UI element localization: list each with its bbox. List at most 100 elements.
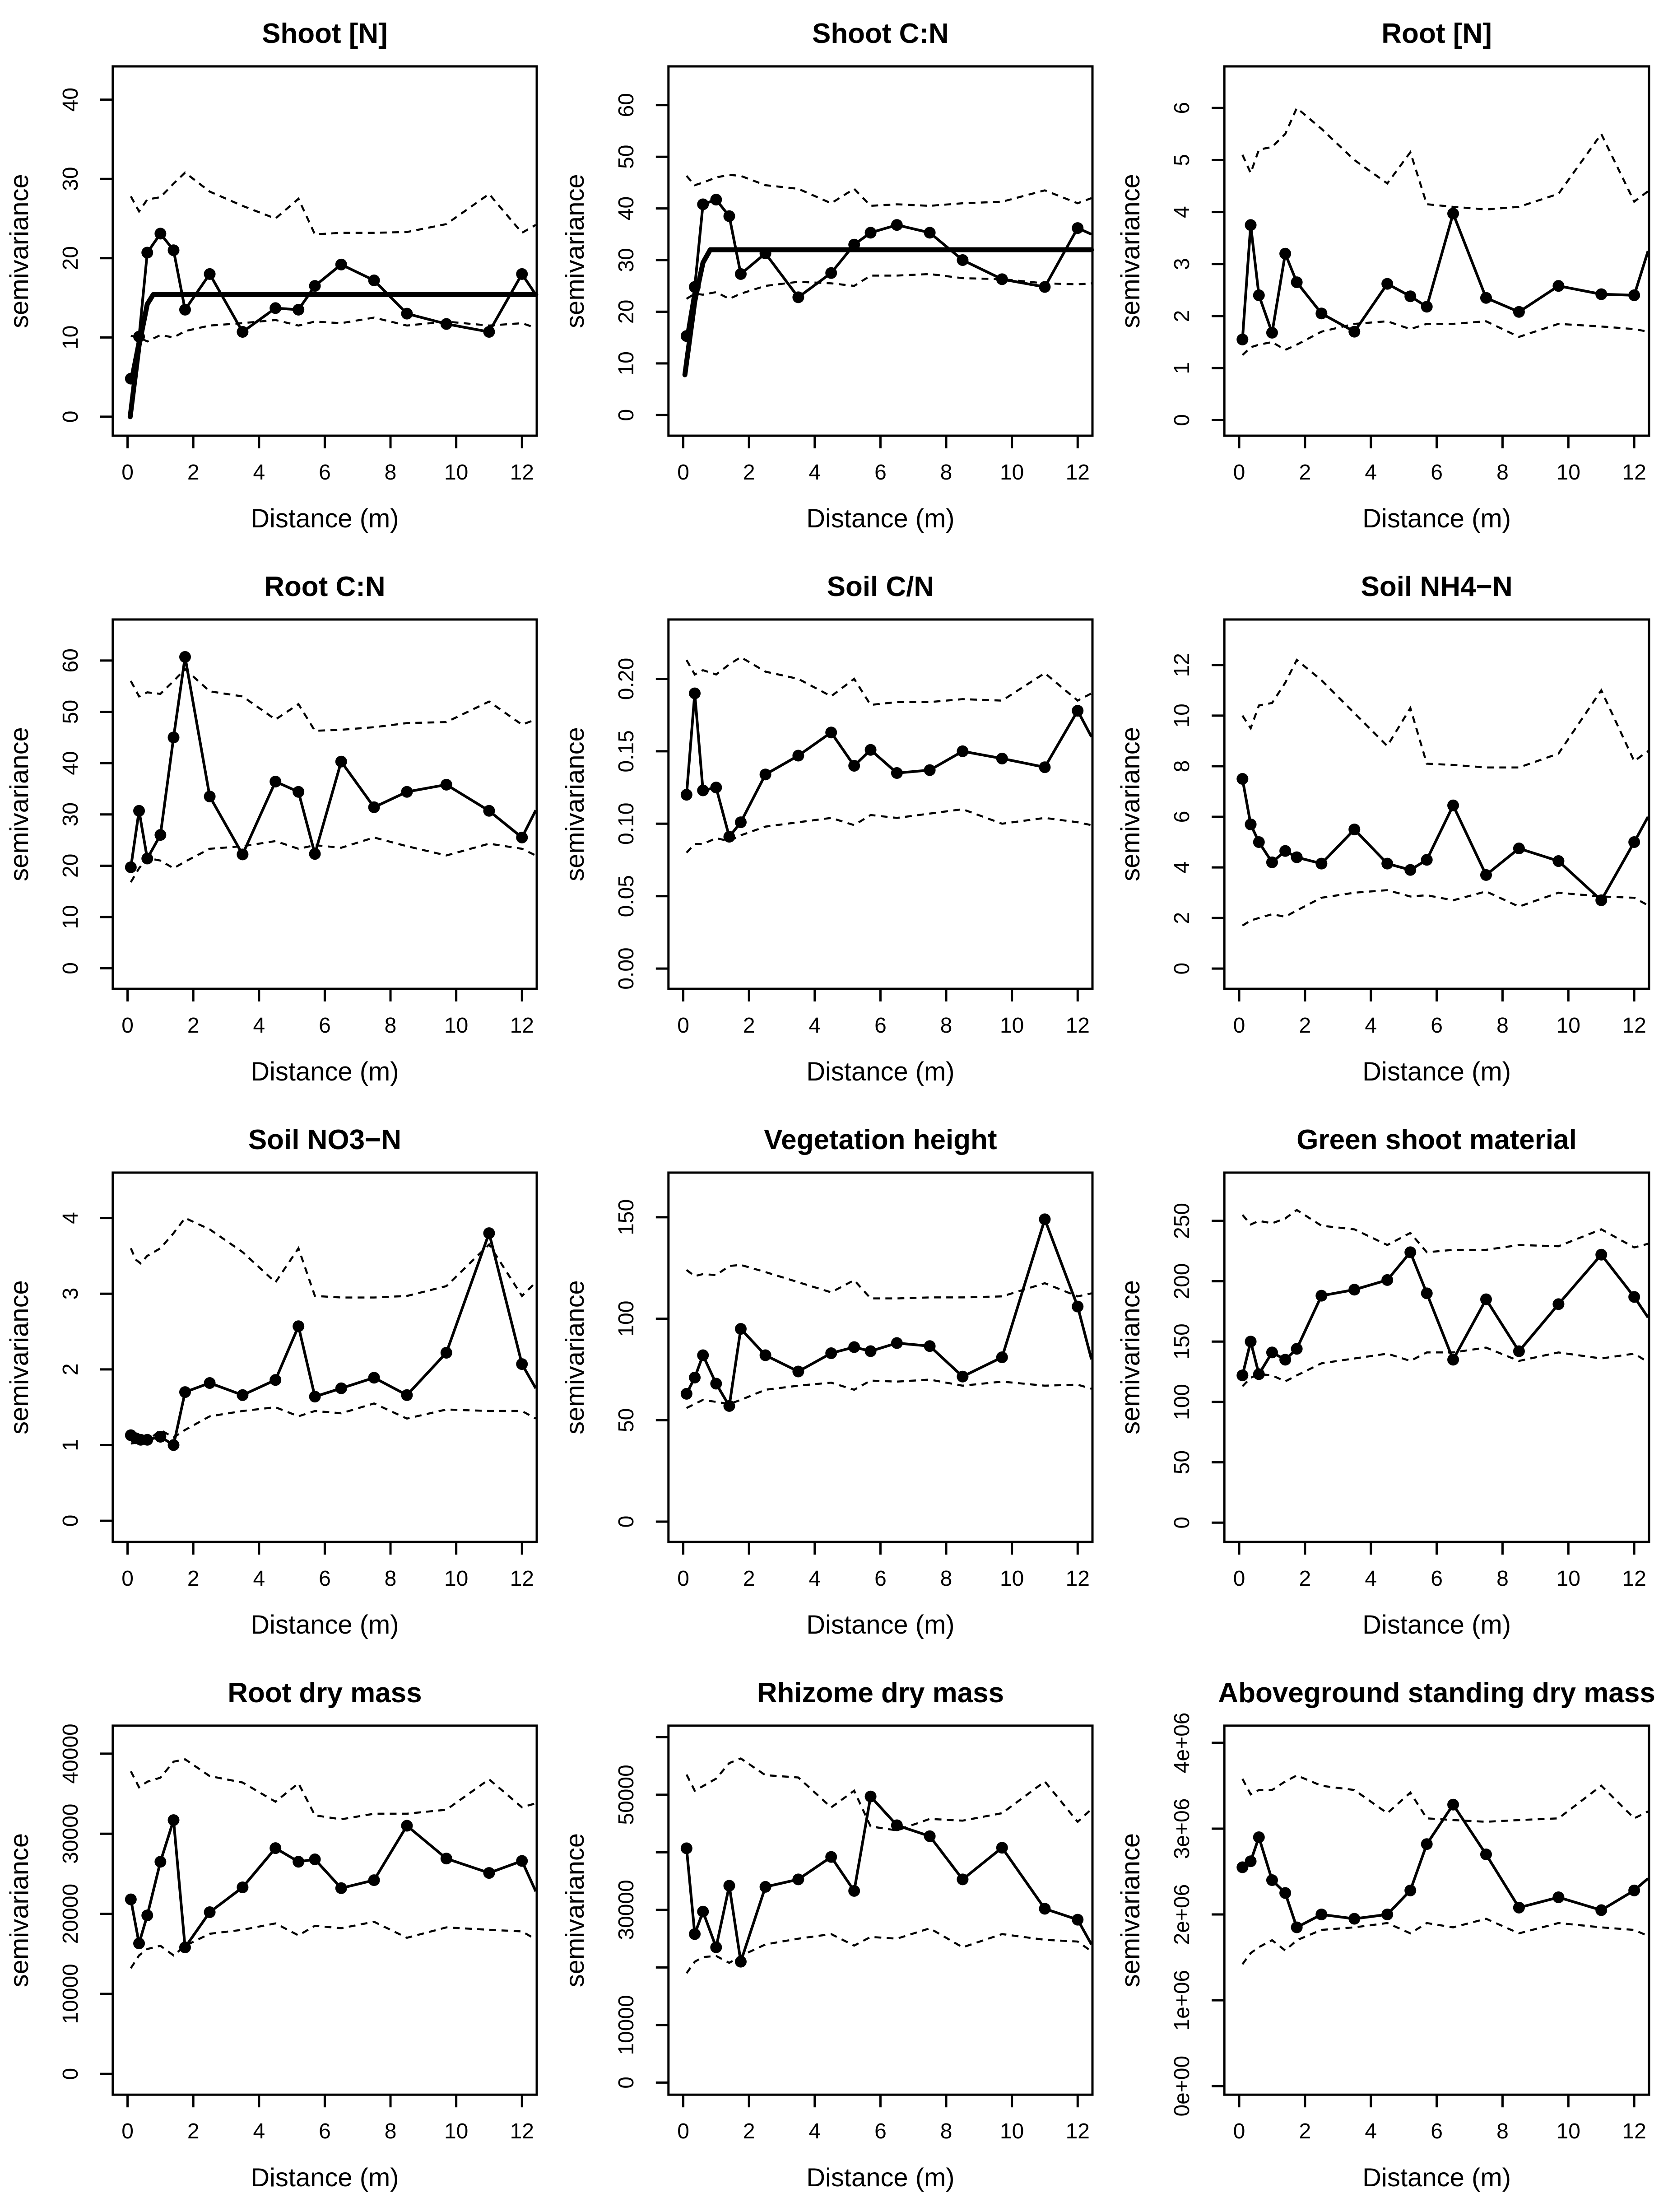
x-axis-title: Distance (m)	[251, 1057, 399, 1086]
data-point	[1072, 1300, 1084, 1313]
x-tick-label: 12	[510, 1567, 534, 1591]
y-axis-title: semivariance	[561, 1280, 590, 1434]
y-tick-label: 40	[59, 88, 83, 112]
x-tick-label: 4	[253, 1567, 265, 1591]
y-tick-label: 2	[1170, 310, 1194, 322]
data-point	[1253, 1831, 1265, 1843]
y-tick-label: 0	[59, 962, 83, 974]
plot-frame	[667, 1171, 1094, 1543]
data-point	[1245, 818, 1257, 830]
data-point	[401, 307, 413, 320]
data-point	[483, 1227, 495, 1239]
data-point	[141, 1434, 153, 1446]
data-point	[141, 1909, 153, 1922]
variogram-panel-root-n: Root [N] Distance (m) semivariance 0 2 4 6 8 10 1…	[1111, 0, 1668, 553]
data-point	[891, 219, 903, 231]
x-tick-label: 8	[385, 1567, 397, 1591]
y-tick-label: 20000	[59, 1884, 83, 1944]
x-tick-label: 6	[874, 1014, 887, 1038]
panel-title: Soil C/N	[827, 571, 934, 602]
data-point	[401, 1820, 413, 1832]
x-tick-label: 0	[677, 2119, 689, 2143]
data-point	[996, 752, 1008, 764]
y-tick-label: 6	[1170, 811, 1194, 823]
data-point	[759, 768, 771, 781]
data-point	[710, 194, 722, 206]
data-point	[1628, 1291, 1640, 1303]
data-point	[759, 247, 771, 260]
x-tick-label: 0	[121, 1014, 134, 1038]
data-point	[723, 831, 735, 843]
data-point	[1381, 1274, 1394, 1286]
x-axis-title: Distance (m)	[251, 2163, 399, 2192]
x-axis-title: Distance (m)	[251, 504, 399, 533]
y-tick-label: 4	[59, 1212, 83, 1224]
x-tick-label: 2	[187, 1014, 200, 1038]
x-tick-label: 8	[940, 1567, 952, 1591]
x-tick-label: 6	[1431, 461, 1443, 484]
y-tick-label: 40000	[59, 1723, 83, 1784]
data-point	[1291, 1921, 1303, 1933]
data-point	[167, 1814, 180, 1826]
data-point	[335, 1882, 347, 1894]
x-tick-label: 8	[940, 2119, 952, 2143]
x-tick-label: 2	[743, 2119, 755, 2143]
data-point	[440, 318, 452, 330]
empirical-variogram-line	[130, 1228, 537, 1448]
x-tick-label: 0	[121, 461, 134, 484]
data-point	[689, 1928, 701, 1940]
data-point	[516, 831, 528, 843]
data-point	[825, 726, 837, 739]
x-axis-title: Distance (m)	[806, 504, 954, 533]
x-tick-label: 0	[1233, 461, 1245, 484]
x-tick-label: 4	[1365, 1567, 1377, 1591]
y-tick-label: 150	[1170, 1323, 1194, 1360]
data-point	[697, 1905, 709, 1918]
y-tick-label: 3e+06	[1170, 1798, 1194, 1859]
upper-envelope-line	[1241, 1774, 1649, 1823]
y-tick-label: 30	[59, 802, 83, 826]
x-axis-title: Distance (m)	[1362, 1610, 1511, 1639]
x-tick-label: 8	[1496, 1014, 1509, 1038]
data-point	[710, 782, 722, 794]
model-fit-line	[682, 247, 1094, 377]
x-tick-label: 12	[1622, 1567, 1646, 1591]
data-point	[204, 1906, 216, 1918]
data-point	[1381, 278, 1394, 290]
x-tick-label: 10	[1556, 2119, 1580, 2143]
data-point	[1072, 222, 1084, 234]
y-axis-title: semivariance	[1116, 1280, 1145, 1434]
x-axis-title: Distance (m)	[806, 1057, 954, 1086]
y-tick-label: 5	[1170, 154, 1194, 166]
x-tick-label: 12	[1066, 1567, 1090, 1591]
data-point	[689, 687, 701, 699]
data-point	[269, 1842, 282, 1854]
data-point	[1279, 247, 1292, 260]
data-point	[309, 1853, 321, 1865]
x-tick-label: 2	[187, 2119, 200, 2143]
variogram-panel-rhizome-dry-mass: Rhizome dry mass Distance (m) semivariance…	[556, 1659, 1111, 2212]
x-tick-label: 0	[677, 1567, 689, 1591]
y-tick-label: 60	[59, 648, 83, 672]
y-tick-label: 150	[614, 1199, 638, 1235]
data-point	[125, 1893, 137, 1905]
y-tick-label: 20	[614, 300, 638, 324]
lower-envelope-line	[130, 1402, 536, 1445]
data-point	[1404, 1884, 1417, 1896]
x-tick-label: 2	[187, 1567, 200, 1591]
y-tick-label: 0e+00	[1170, 2056, 1194, 2117]
data-point	[167, 244, 180, 256]
y-tick-label: 0	[1170, 1517, 1194, 1529]
variogram-panel-root-cn: Root C:N Distance (m) semivariance 0 2 4 6 8 10 1…	[0, 553, 556, 1106]
plot-frame	[1223, 1724, 1650, 2096]
data-point	[1480, 1293, 1492, 1305]
shoot-n-chart: Shoot [N] Distance (m) semivariance 0 2 4 6 8 10…	[5, 18, 539, 533]
data-point	[891, 1819, 903, 1831]
y-axis-title: semivariance	[561, 727, 590, 881]
x-axis-title: Distance (m)	[1362, 1057, 1511, 1086]
y-tick-label: 4	[1170, 862, 1194, 874]
empirical-variogram-line	[685, 1215, 1093, 1410]
y-tick-label: 10	[1170, 703, 1194, 727]
x-tick-label: 12	[510, 1014, 534, 1038]
data-point	[996, 273, 1008, 285]
